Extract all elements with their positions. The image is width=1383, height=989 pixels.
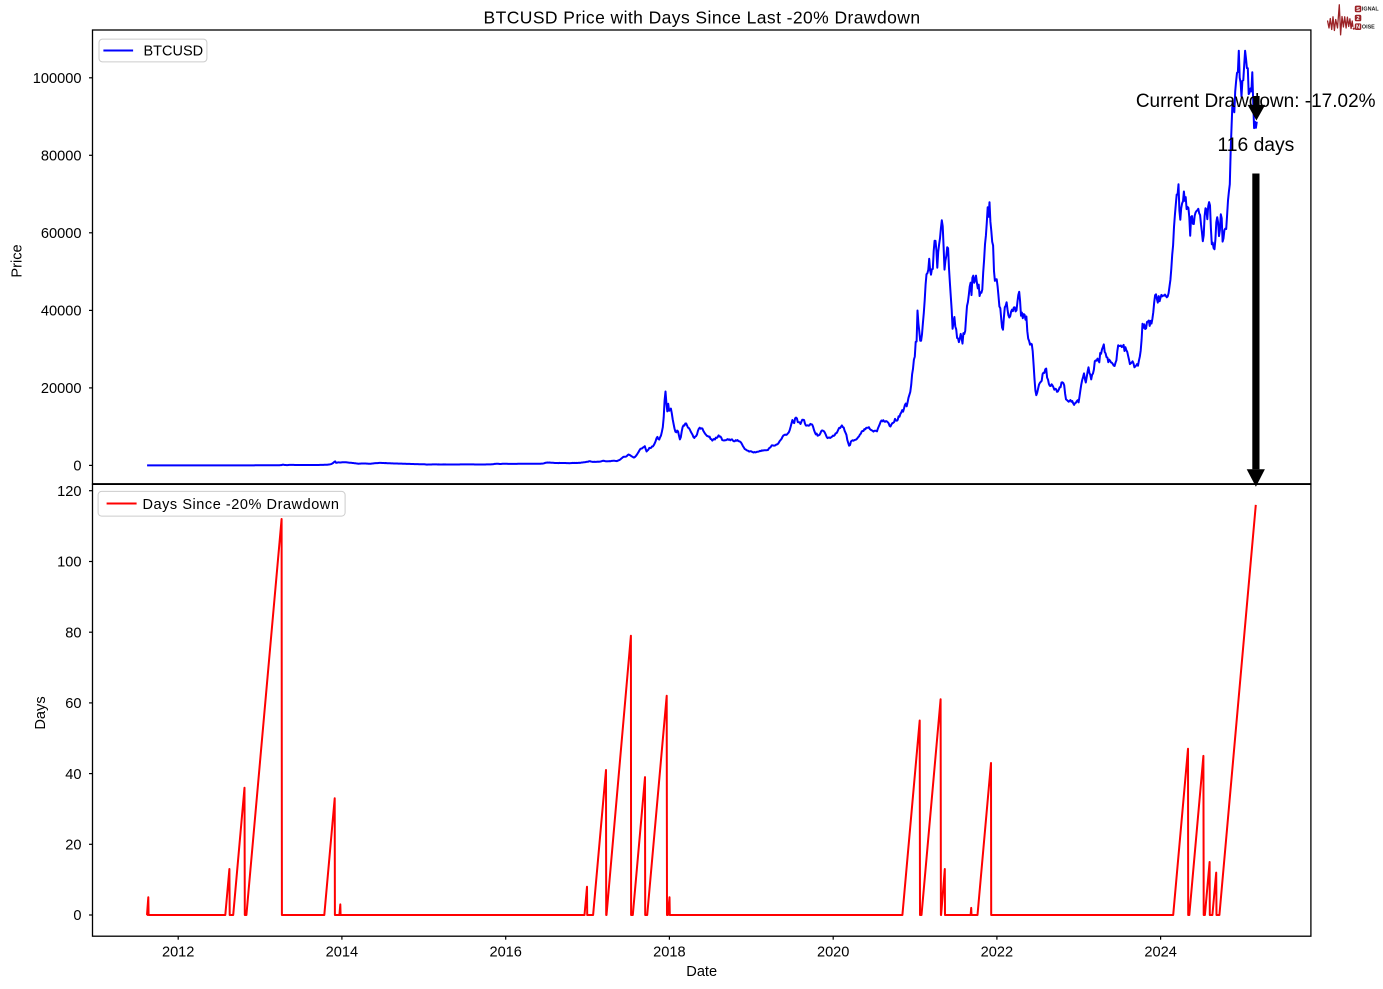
svg-text:80: 80 <box>65 625 81 641</box>
svg-text:N: N <box>1356 25 1360 31</box>
svg-text:S: S <box>1356 7 1360 13</box>
svg-text:40: 40 <box>65 767 81 783</box>
svg-text:116 days: 116 days <box>1217 135 1294 156</box>
svg-text:2014: 2014 <box>326 945 358 961</box>
svg-text:2016: 2016 <box>489 945 521 961</box>
svg-text:80000: 80000 <box>41 149 82 165</box>
svg-text:2018: 2018 <box>653 945 685 961</box>
svg-text:BTCUSD Price with Days Since L: BTCUSD Price with Days Since Last -20% D… <box>484 8 921 28</box>
svg-text:2012: 2012 <box>162 945 194 961</box>
svg-text:0: 0 <box>73 459 81 475</box>
svg-text:Days: Days <box>33 696 49 729</box>
svg-text:Price: Price <box>10 244 26 277</box>
svg-text:2024: 2024 <box>1144 945 1176 961</box>
svg-text:2: 2 <box>1356 16 1359 22</box>
svg-text:120: 120 <box>57 484 81 500</box>
svg-text:BTCUSD: BTCUSD <box>144 44 204 60</box>
svg-text:20: 20 <box>65 838 81 854</box>
svg-text:60000: 60000 <box>41 226 82 242</box>
svg-text:IGNAL: IGNAL <box>1362 7 1379 13</box>
svg-text:100000: 100000 <box>33 71 82 87</box>
svg-text:40000: 40000 <box>41 304 82 320</box>
svg-text:Days Since -20% Drawdown: Days Since -20% Drawdown <box>143 497 340 513</box>
svg-text:OISE: OISE <box>1362 25 1375 31</box>
svg-text:2022: 2022 <box>981 945 1013 961</box>
svg-text:2020: 2020 <box>817 945 849 961</box>
svg-text:Date: Date <box>686 964 717 980</box>
svg-text:20000: 20000 <box>41 381 82 397</box>
svg-text:100: 100 <box>57 555 81 571</box>
svg-text:0: 0 <box>73 908 81 924</box>
svg-text:60: 60 <box>65 696 81 712</box>
